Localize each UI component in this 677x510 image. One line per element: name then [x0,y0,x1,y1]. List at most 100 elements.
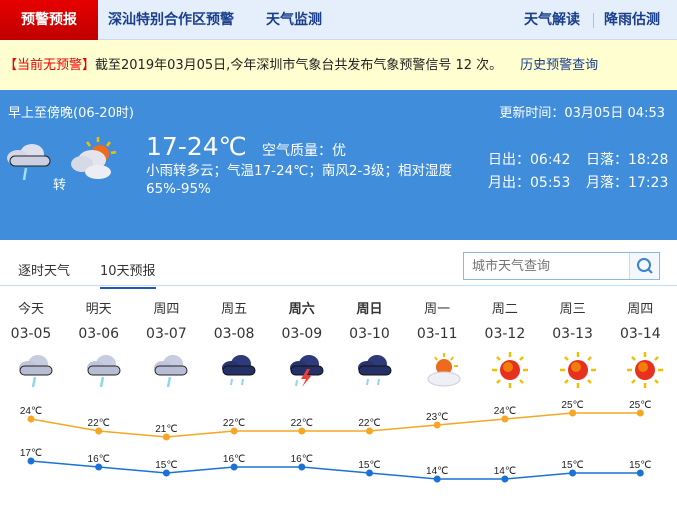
forecast-tabs: 逐时天气 10天预报 [0,240,677,289]
low-temp-point [636,469,644,477]
sunrise: 日出：06:42 [488,152,571,168]
forecast-day-name: 周五 [221,302,248,317]
high-temp-label: 22℃ [358,418,380,429]
partly-cloudy-icon [407,352,467,388]
nav-link-monitoring[interactable]: 天气监测 [266,12,322,28]
air-quality: 空气质量：优 [262,143,346,159]
high-temp-label: 25℃ [629,400,651,411]
forecast-date: 03-11 [416,326,458,342]
low-temp-point [366,469,373,477]
low-temp-label: 16℃ [291,454,313,465]
high-temp-point [95,427,103,435]
high-temp-label: 23℃ [426,412,448,423]
high-temp-label: 24℃ [20,406,42,417]
high-temp-point [569,409,577,417]
high-temp-point [298,427,306,435]
low-temp-point [27,457,35,465]
high-temp-point [162,433,170,441]
nav-link-shenshan[interactable]: 深汕特别合作区预警 [108,12,234,28]
forecast-day-name: 今天 [17,302,44,317]
tab-hourly[interactable]: 逐时天气 [18,264,71,279]
low-temp-label: 16℃ [223,454,245,465]
partly-cloudy-icon [71,137,117,179]
nav-link-rain-estimate[interactable]: 降雨估测 [604,12,660,28]
moonrise: 月出：05:53 [488,175,571,191]
low-temp-point [95,463,103,471]
moonset: 月落：17:23 [586,175,669,191]
high-temp-point [366,427,373,435]
high-temp-label: 21℃ [155,424,177,435]
high-temp-point [230,427,238,435]
warning-status: 【当前无预警】 [4,58,96,73]
light-rain-icon [136,352,196,388]
forecast-day-name: 明天 [85,302,112,317]
sunny-icon [475,352,535,388]
transition-label: 转 [53,178,67,193]
top-nav: 预警预报 深汕特别合作区预警 天气监测 天气解读 降雨估测 [0,0,677,40]
low-temp-point [433,475,441,483]
temperature-chart: 24℃ 22℃ 21℃ 22℃ 22℃ 22℃ 23℃ 24℃ 25℃ 25℃ 17℃ 16℃ 15℃ 1… [20,400,651,483]
nav-tab-warning-forecast[interactable]: 预警预报 [0,0,98,40]
light-rain-icon [1,352,61,388]
forecast-date: 03-13 [552,326,593,342]
low-temp-point [569,469,577,477]
low-temp-label: 15℃ [358,460,380,471]
high-temp-point [433,421,441,429]
low-temp-point [501,475,509,483]
high-temp-label: 22℃ [223,418,245,429]
nav-link-interpretation[interactable]: 天气解读 [524,12,580,28]
high-temp-line [30,412,641,438]
high-temp-label: 25℃ [561,400,583,411]
thunderstorm-icon [272,352,332,388]
current-weather-panel: 早上至傍晚(06-20时) 更新时间：03月05日 04:53 转 17-24℃… [0,90,677,240]
high-temp-point [636,409,644,417]
low-temp-point [230,463,238,471]
forecast-day-name: 周二 [491,302,518,317]
low-temp-point [162,469,170,477]
sunset: 日落：18:28 [586,152,669,168]
forecast-day-name: 周三 [559,302,586,317]
low-temp-label: 15℃ [561,460,583,471]
low-temp-label: 16℃ [88,454,110,465]
city-search-input[interactable] [464,253,630,279]
low-temp-point [298,463,306,471]
nav-divider [593,13,594,28]
sunny-icon [543,352,603,388]
tab-10-day[interactable]: 10天预报 [100,260,156,289]
high-temp-label: 22℃ [88,418,110,429]
warning-bar: 【当前无预警】截至2019年03月05日,今年深圳市气象台共发布气象预警信号 1… [0,40,677,90]
low-temp-label: 15℃ [155,460,177,471]
moderate-rain-icon [204,352,264,388]
history-warning-link[interactable]: 历史预警查询 [520,58,599,73]
low-temp-label: 14℃ [426,466,448,477]
light-rain-icon [7,144,51,181]
forecast-day-name: 周一 [424,302,451,317]
forecast-date: 03-09 [281,326,323,342]
search-button[interactable] [629,253,659,279]
period-label: 早上至傍晚(06-20时) [8,106,134,121]
temperature-range: 17-24℃ [146,132,247,161]
forecast-day-name: 周四 [627,302,654,317]
warning-text: 截至2019年03月05日,今年深圳市气象台共发布气象预警信号 12 次。 [95,58,503,73]
light-rain-icon [69,352,129,388]
forecast-date: 03-07 [146,326,187,342]
weather-description: 小雨转多云；气温17-24℃；南风2-3级；相对湿度65%-95% [146,163,452,197]
forecast-day-name: 周六 [288,302,315,317]
forecast-day-name: 周四 [153,302,180,317]
forecast-date: 03-14 [619,326,661,342]
low-temp-label: 14℃ [494,466,516,477]
high-temp-point [27,415,35,423]
low-temp-label: 15℃ [629,460,651,471]
forecast-date: 03-06 [78,326,120,342]
low-temp-label: 17℃ [20,448,42,459]
high-temp-label: 24℃ [494,406,516,417]
forecast-date: 03-08 [213,326,255,342]
sunny-icon [610,352,670,388]
low-temp-line [30,460,641,480]
forecast-date: 03-05 [10,326,52,342]
high-temp-label: 22℃ [291,418,313,429]
high-temp-point [501,415,509,423]
moderate-rain-icon [340,352,400,388]
forecast-date: 03-12 [484,326,526,342]
forecast-date: 03-10 [349,326,390,342]
